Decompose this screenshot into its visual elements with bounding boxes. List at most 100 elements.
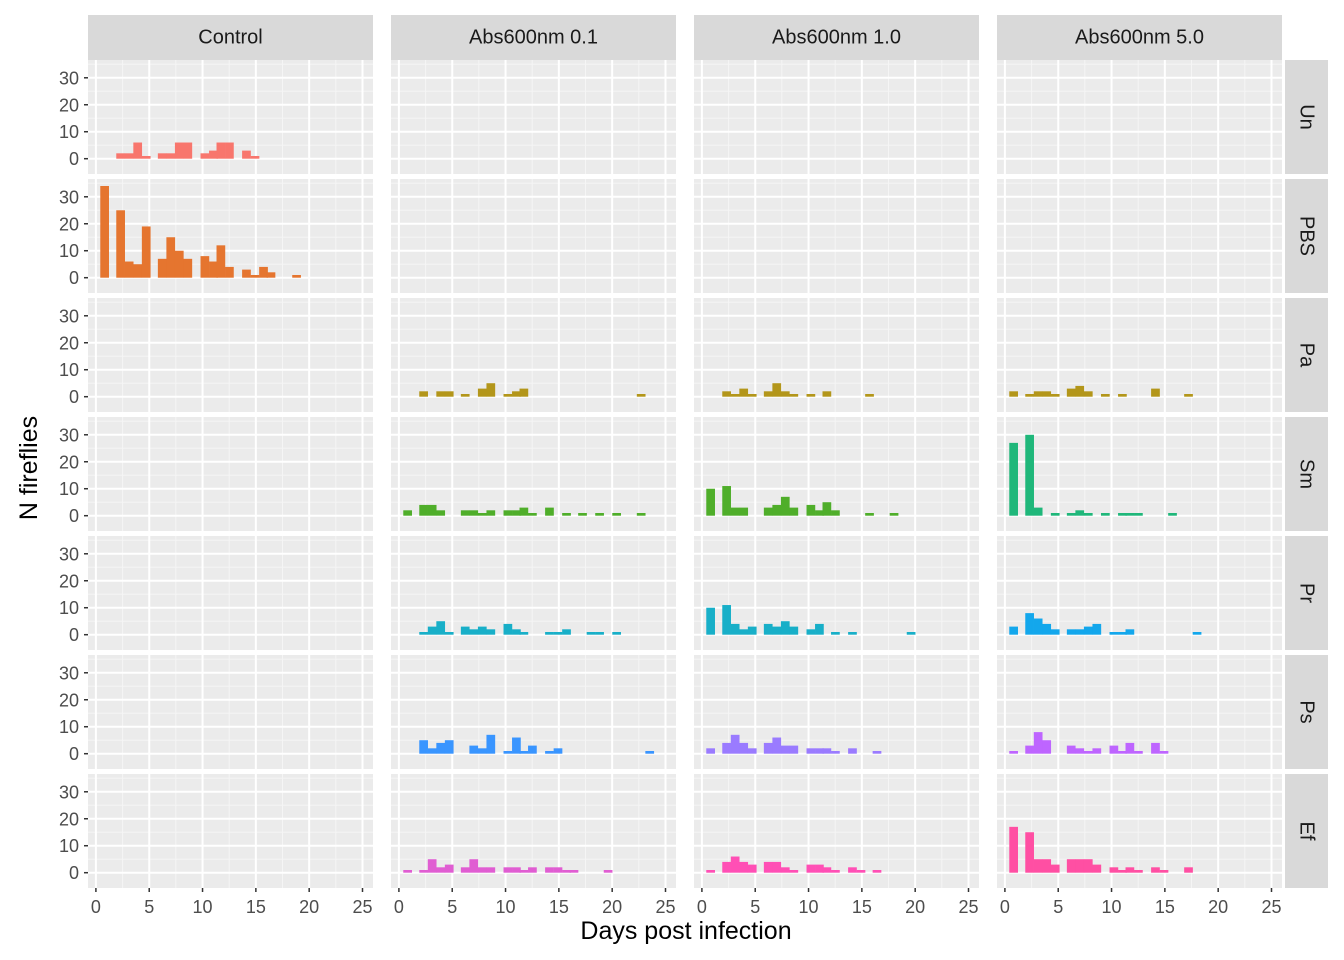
panel-background xyxy=(88,298,373,412)
histogram-bar xyxy=(1050,394,1060,397)
histogram-bar xyxy=(780,745,790,754)
panel-background xyxy=(88,536,373,650)
histogram-bar xyxy=(460,626,470,635)
histogram-bar xyxy=(503,510,513,516)
y-tick-label: 20 xyxy=(59,95,79,115)
y-tick-label: 20 xyxy=(59,452,79,472)
panel-background xyxy=(997,60,1282,174)
histogram-bar xyxy=(1042,740,1052,754)
histogram-bar xyxy=(1075,859,1085,873)
histogram-bar xyxy=(1109,745,1119,754)
y-tick-label: 30 xyxy=(59,68,79,88)
histogram-bar xyxy=(1066,745,1076,754)
histogram-bar xyxy=(1083,626,1093,635)
y-tick-label: 20 xyxy=(59,214,79,234)
x-tick-label: 20 xyxy=(299,897,319,917)
histogram-bar xyxy=(403,870,412,873)
histogram-bar xyxy=(739,388,749,397)
x-tick-label: 15 xyxy=(1155,897,1175,917)
histogram-bar xyxy=(586,632,596,635)
histogram-bar xyxy=(477,626,487,635)
row-strip-background xyxy=(1285,298,1328,412)
panel-pr-control xyxy=(88,536,373,650)
histogram-bar xyxy=(116,210,125,278)
y-tick-label: 10 xyxy=(59,122,79,142)
histogram-bar xyxy=(706,748,715,754)
histogram-bar xyxy=(124,153,134,159)
histogram-bar xyxy=(1109,632,1119,635)
histogram-bar xyxy=(822,391,832,397)
histogram-bar xyxy=(730,507,740,516)
histogram-bar xyxy=(427,626,437,635)
histogram-bar xyxy=(1033,732,1043,754)
histogram-bar xyxy=(1066,859,1076,873)
histogram-bar xyxy=(528,513,537,516)
histogram-bar xyxy=(763,391,773,397)
histogram-bar xyxy=(848,632,857,635)
histogram-bar xyxy=(503,867,513,873)
y-tick-label: 0 xyxy=(69,149,79,169)
histogram-bar xyxy=(444,391,454,397)
histogram-bar xyxy=(730,394,740,397)
histogram-bar xyxy=(789,745,799,754)
histogram-bar xyxy=(722,391,731,397)
row-strip-label: PBS xyxy=(1296,216,1318,256)
histogram-bar xyxy=(1033,859,1043,873)
column-strip-label: Abs600nm 5.0 xyxy=(1075,27,1204,49)
histogram-bar xyxy=(730,734,740,754)
panel-pa-abs600nm-1-0 xyxy=(694,298,979,412)
y-tick-label: 0 xyxy=(69,625,79,645)
column-strip-background xyxy=(997,15,1282,60)
histogram-bar xyxy=(419,740,428,754)
histogram-bar xyxy=(747,864,757,873)
histogram-bar xyxy=(1075,629,1085,635)
row-strip-pr: Pr xyxy=(1285,536,1328,650)
histogram-bar xyxy=(789,507,799,516)
y-tick-label: 20 xyxy=(59,809,79,829)
histogram-bar xyxy=(856,870,866,873)
histogram-bar xyxy=(512,737,521,754)
panel-background xyxy=(88,417,373,531)
x-tick-label: 5 xyxy=(750,897,760,917)
x-tick-label: 15 xyxy=(852,897,872,917)
histogram-bar xyxy=(250,156,260,159)
histogram-bar xyxy=(1159,751,1169,754)
histogram-bar xyxy=(763,861,773,873)
panel-background xyxy=(391,179,676,293)
row-strip-pa: Pa xyxy=(1285,298,1328,412)
histogram-bar xyxy=(1092,623,1102,635)
y-tick-label: 30 xyxy=(59,544,79,564)
histogram-bar xyxy=(1025,613,1034,635)
histogram-bar xyxy=(780,867,790,873)
row-strip-label: Un xyxy=(1296,104,1318,130)
histogram-bar xyxy=(1125,629,1135,635)
histogram-bar xyxy=(1134,513,1143,516)
histogram-bar xyxy=(519,507,529,516)
histogram-bar xyxy=(1009,626,1018,635)
column-strip-background xyxy=(88,15,373,60)
histogram-bar xyxy=(595,513,604,516)
histogram-bar xyxy=(1118,394,1127,397)
x-tick-label: 25 xyxy=(1261,897,1281,917)
histogram-bar xyxy=(1151,742,1160,754)
histogram-bar xyxy=(1118,870,1127,873)
row-strip-label: Pr xyxy=(1296,583,1318,603)
histogram-bar xyxy=(469,745,479,754)
panel-background xyxy=(694,60,979,174)
panel-un-abs600nm-0-1 xyxy=(391,60,676,174)
histogram-bar xyxy=(209,261,218,278)
histogram-bar xyxy=(822,748,832,754)
histogram-bar xyxy=(486,383,496,397)
histogram-bar xyxy=(1025,745,1034,754)
y-tick-label: 10 xyxy=(59,598,79,618)
histogram-bar xyxy=(747,748,757,754)
histogram-bar xyxy=(419,870,428,873)
histogram-bar xyxy=(242,269,251,278)
histogram-bar xyxy=(722,605,731,635)
column-strip-abs600nm-1-0: Abs600nm 1.0 xyxy=(694,15,979,60)
histogram-bar xyxy=(166,153,176,159)
histogram-bar xyxy=(815,510,824,516)
panel-pr-abs600nm-5-0 xyxy=(997,536,1282,650)
histogram-bar xyxy=(806,864,816,873)
histogram-bar xyxy=(216,245,226,278)
